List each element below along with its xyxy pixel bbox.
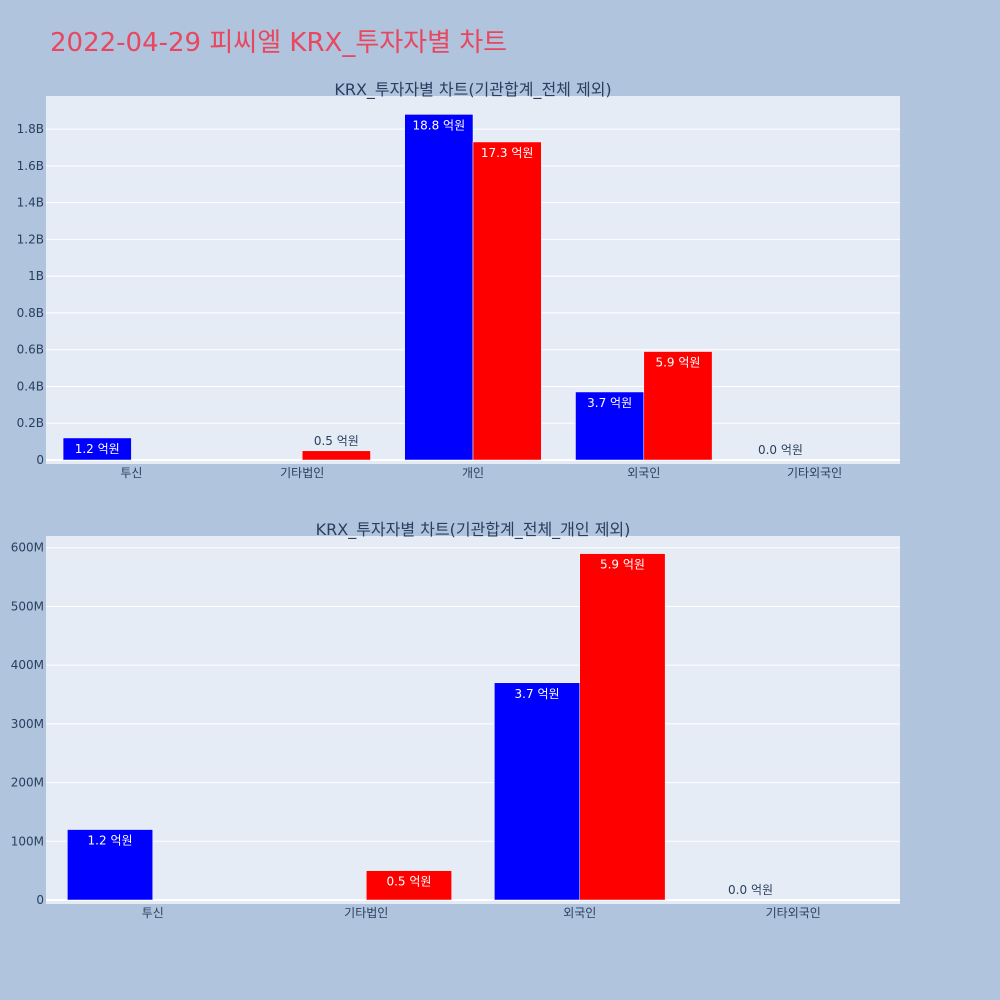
x-tick-label: 기타외국인 [787,466,842,480]
data-label: 18.8 억원 [413,118,466,132]
data-label: 0.5 억원 [386,875,431,889]
y-tick-label: 300M [11,717,44,731]
y-tick-label: 400M [11,658,44,672]
bar [494,682,581,901]
data-label: 17.3 억원 [481,146,534,160]
x-tick-label: 기타법인 [344,906,388,920]
data-label: 5.9 억원 [600,558,645,572]
y-tick-label: 600M [11,541,44,555]
data-label: 3.7 억원 [587,396,632,410]
data-label: 0.0 억원 [758,443,803,457]
data-label: 0.5 억원 [314,434,359,448]
chart-title: KRX_투자자별 차트(기관합계_전체 제외) [334,80,611,100]
y-tick-label: 0 [36,453,44,467]
x-tick-label: 외국인 [627,466,660,480]
x-tick-label: 개인 [462,466,484,480]
page-title: 2022-04-29 피씨엘 KRX_투자자별 차트 [50,28,508,58]
x-tick-label: 기타법인 [280,466,324,480]
bar [404,114,474,461]
data-label: 1.2 억원 [88,834,133,848]
y-tick-label: 0.6B [17,343,44,357]
plot-area [46,536,900,904]
y-tick-label: 1.4B [17,196,44,210]
bar [643,351,713,461]
y-tick-label: 0.4B [17,379,44,393]
bar [575,391,645,461]
y-tick-label: 100M [11,834,44,848]
bar [472,141,542,461]
y-tick-label: 1.8B [17,122,44,136]
data-label: 3.7 억원 [515,687,560,701]
bar [579,553,666,901]
data-label: 5.9 억원 [655,356,700,370]
x-tick-label: 투신 [142,906,164,920]
y-tick-label: 200M [11,776,44,790]
bar [366,870,452,901]
y-tick-label: 1B [28,269,44,283]
data-label: 1.2 억원 [75,442,120,456]
y-tick-label: 0.8B [17,306,44,320]
chart-title: KRX_투자자별 차트(기관합계_전체_개인 제외) [316,520,631,540]
y-tick-label: 1.6B [17,159,44,173]
chart-top: 0 0.2B 0.4B 0.6B 0.8B 1B 1.2B 1.4B 1.6B 1.8B 1.2 억… [17,80,900,480]
x-tick-label: 투신 [120,466,142,480]
y-tick-label: 500M [11,599,44,613]
data-label: 0.0 억원 [728,883,773,897]
bar [67,829,153,901]
y-tick-label: 0 [36,893,44,907]
x-tick-label: 외국인 [563,906,596,920]
y-tick-label: 0.2B [17,416,44,430]
bar [62,437,132,461]
bar [301,450,371,461]
y-tick-label: 1.2B [17,232,44,246]
x-tick-label: 기타외국인 [766,906,821,920]
